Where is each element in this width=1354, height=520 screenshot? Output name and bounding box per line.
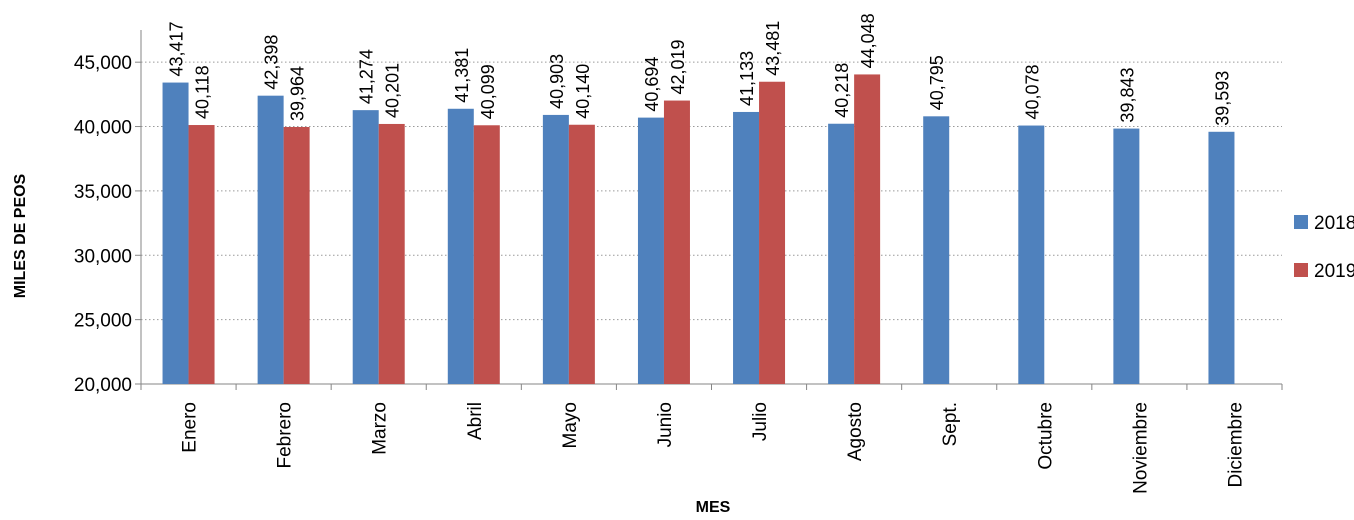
bar-2018	[733, 111, 760, 384]
bar-2018	[257, 95, 284, 385]
x-tick-label: Diciembre	[1225, 402, 1246, 488]
x-tick-label: Sept.	[940, 402, 961, 446]
legend-swatch-2019	[1294, 263, 1308, 277]
y-tick-label: 40,000	[74, 118, 132, 139]
x-tick-label: Agosto	[845, 402, 866, 461]
y-tick-label: 20,000	[74, 375, 132, 396]
bar-2019	[663, 100, 690, 384]
bar-2019	[378, 123, 405, 384]
legend-label-2018: 2018	[1314, 213, 1354, 234]
y-axis: 20,000 25,000 30,000 35,000 40,000 45,000	[74, 30, 142, 396]
legend-label-2019: 2019	[1314, 261, 1354, 282]
data-label: 40,118	[193, 65, 213, 119]
data-label: 41,274	[357, 49, 377, 104]
y-tick-label: 35,000	[74, 182, 132, 203]
data-label: 39,843	[1117, 68, 1137, 123]
y-axis-title: MILES DE PEOS	[12, 173, 29, 298]
x-tick-label: Noviembre	[1130, 402, 1151, 494]
x-tick-label: Mayo	[560, 402, 581, 448]
data-label: 40,795	[927, 55, 947, 110]
bar-2018	[352, 110, 379, 384]
bars	[162, 74, 1235, 385]
y-tick-label: 45,000	[74, 53, 132, 74]
bar-2019	[283, 127, 310, 384]
data-label: 42,019	[668, 39, 688, 94]
legend-swatch-2018	[1294, 215, 1308, 229]
bar-2018	[923, 116, 950, 384]
data-label: 40,078	[1022, 64, 1042, 119]
data-label: 40,099	[478, 64, 498, 119]
data-label: 39,964	[288, 66, 308, 121]
data-label: 40,694	[642, 57, 662, 112]
data-label: 40,140	[573, 64, 593, 119]
bar-2018	[828, 123, 855, 384]
legend: 2018 2019	[1294, 213, 1354, 282]
bar-2018	[1018, 125, 1045, 384]
x-tick-label: Febrero	[275, 402, 296, 469]
data-label: 41,133	[737, 51, 757, 106]
bar-2018	[1208, 131, 1235, 384]
x-tick-label: Julio	[750, 402, 771, 441]
x-tick-label: Abril	[465, 402, 486, 440]
bar-2018	[542, 114, 569, 384]
y-tick-label: 25,000	[74, 311, 132, 332]
bar-2018	[1113, 128, 1140, 384]
x-axis: Enero Febrero Marzo Abril Mayo Junio Julio Agos…	[140, 383, 1283, 494]
bar-2018	[162, 82, 189, 384]
data-label: 44,048	[858, 13, 878, 68]
bar-2019	[568, 124, 595, 384]
x-tick-label: Octubre	[1035, 402, 1056, 470]
data-label: 43,417	[167, 21, 187, 76]
data-label: 42,398	[262, 35, 282, 90]
x-tick-label: Junio	[655, 402, 676, 447]
data-label: 40,903	[547, 54, 567, 109]
data-label: 41,381	[452, 48, 472, 103]
bar-2019	[854, 74, 881, 385]
data-label: 40,218	[832, 63, 852, 118]
bar-2018	[637, 117, 664, 384]
bar-2019	[759, 81, 786, 385]
x-tick-label: Enero	[180, 402, 201, 453]
data-label: 40,201	[383, 63, 403, 118]
data-label: 39,593	[1212, 71, 1232, 126]
bar-2019	[188, 125, 215, 384]
bar-2018	[447, 108, 474, 384]
bar-2019	[473, 125, 500, 384]
x-tick-label: Marzo	[370, 402, 391, 455]
y-tick-label: 30,000	[74, 246, 132, 267]
gridlines	[141, 61, 1282, 321]
data-labels: 43,417 42,398 41,274 41,381 40,903 40,694 41,1…	[167, 13, 1233, 125]
x-axis-title: MES	[696, 499, 731, 516]
data-label: 43,481	[763, 21, 783, 76]
